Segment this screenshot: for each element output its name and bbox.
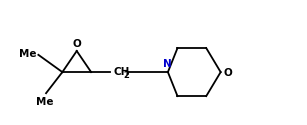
- Text: 2: 2: [124, 71, 130, 80]
- Text: CH: CH: [113, 67, 130, 77]
- Text: O: O: [223, 68, 232, 78]
- Text: Me: Me: [19, 49, 37, 59]
- Text: N: N: [163, 59, 172, 69]
- Text: O: O: [72, 39, 81, 49]
- Text: Me: Me: [36, 96, 54, 106]
